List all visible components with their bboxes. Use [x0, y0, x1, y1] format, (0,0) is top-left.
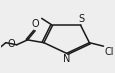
- Text: N: N: [62, 54, 70, 64]
- Text: S: S: [78, 14, 84, 24]
- Text: O: O: [8, 39, 15, 49]
- Text: Cl: Cl: [103, 47, 113, 57]
- Text: O: O: [32, 19, 39, 29]
